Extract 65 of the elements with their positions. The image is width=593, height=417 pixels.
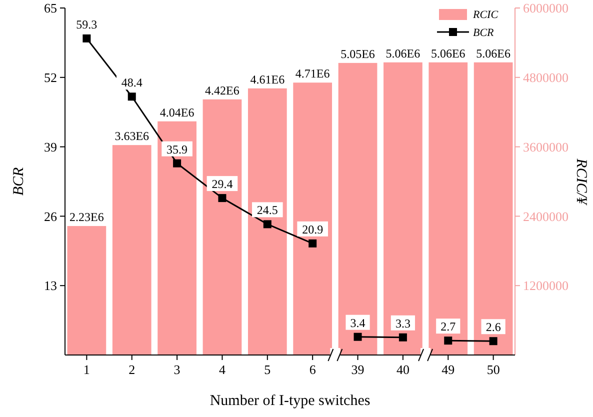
point <box>128 92 136 101</box>
point <box>444 336 452 345</box>
x-axis-title: Number of I-type switches <box>210 393 370 409</box>
x-tick-label: 50 <box>486 362 500 377</box>
y2-tick-label: 1200000 <box>523 278 568 294</box>
point <box>82 34 91 42</box>
legend-label: RCIC <box>472 8 499 21</box>
data-label: 5.05E6 <box>340 46 375 61</box>
y2-axis-title: RCIC/¥ <box>573 158 589 206</box>
bar <box>428 62 468 355</box>
data-label: 35.9 <box>166 142 188 156</box>
data-label: 2.7 <box>440 320 456 334</box>
x-tick-label: 1 <box>83 362 90 377</box>
point <box>263 220 272 228</box>
data-label: 48.4 <box>121 76 142 90</box>
bar <box>384 62 422 355</box>
data-label: 3.4 <box>350 316 366 330</box>
bar <box>248 88 287 355</box>
data-label: 20.9 <box>302 222 324 236</box>
data-label: 4.42E6 <box>205 83 240 98</box>
data-label: 4.71E6 <box>295 66 330 81</box>
bar <box>474 62 513 355</box>
data-label: 3.63E6 <box>114 129 150 144</box>
data-label: 5.06E6 <box>430 46 466 60</box>
data-label: 59.3 <box>76 17 98 32</box>
legend-label: BCR <box>473 26 494 39</box>
y-axis-title: BCR <box>11 167 27 196</box>
y2-tick-label: 3600000 <box>523 139 568 154</box>
bar <box>158 121 196 355</box>
y-tick-label: 65 <box>44 0 57 16</box>
data-label: 5.06E6 <box>476 46 510 60</box>
data-label: 3.3 <box>395 316 410 330</box>
bar <box>67 226 106 355</box>
data-label: 4.61E6 <box>250 72 285 86</box>
x-tick-label: 6 <box>309 362 316 377</box>
data-label: 2.23E6 <box>70 210 104 224</box>
data-label: 24.5 <box>256 203 278 218</box>
data-label: 5.06E6 <box>386 46 420 60</box>
data-label: 4.04E6 <box>160 105 194 120</box>
y2-tick-label: 4800000 <box>523 70 568 85</box>
y-tick-label: 26 <box>44 208 58 224</box>
bar <box>202 99 242 355</box>
data-label: 2.6 <box>486 320 501 334</box>
y-tick-label: 39 <box>44 139 57 154</box>
point <box>489 337 498 346</box>
point <box>398 333 407 342</box>
y-tick-label: 13 <box>44 278 57 294</box>
x-tick-label: 4 <box>218 362 226 377</box>
x-tick-label: 2 <box>128 362 136 377</box>
bar <box>112 145 152 355</box>
point <box>354 332 362 341</box>
point <box>218 194 226 202</box>
data-label: 29.4 <box>212 177 233 192</box>
x-tick-label: 5 <box>264 362 271 377</box>
x-tick-label: 3 <box>174 362 180 377</box>
y2-tick-label: 6000000 <box>523 0 568 16</box>
point <box>308 239 317 248</box>
y2-tick-label: 2400000 <box>523 208 568 224</box>
bar <box>338 62 378 355</box>
point <box>173 159 182 168</box>
x-tick-label: 39 <box>351 362 364 377</box>
x-tick-label: 40 <box>396 362 410 377</box>
y-tick-label: 52 <box>44 70 57 85</box>
bar <box>293 82 332 355</box>
x-tick-label: 49 <box>442 362 455 377</box>
